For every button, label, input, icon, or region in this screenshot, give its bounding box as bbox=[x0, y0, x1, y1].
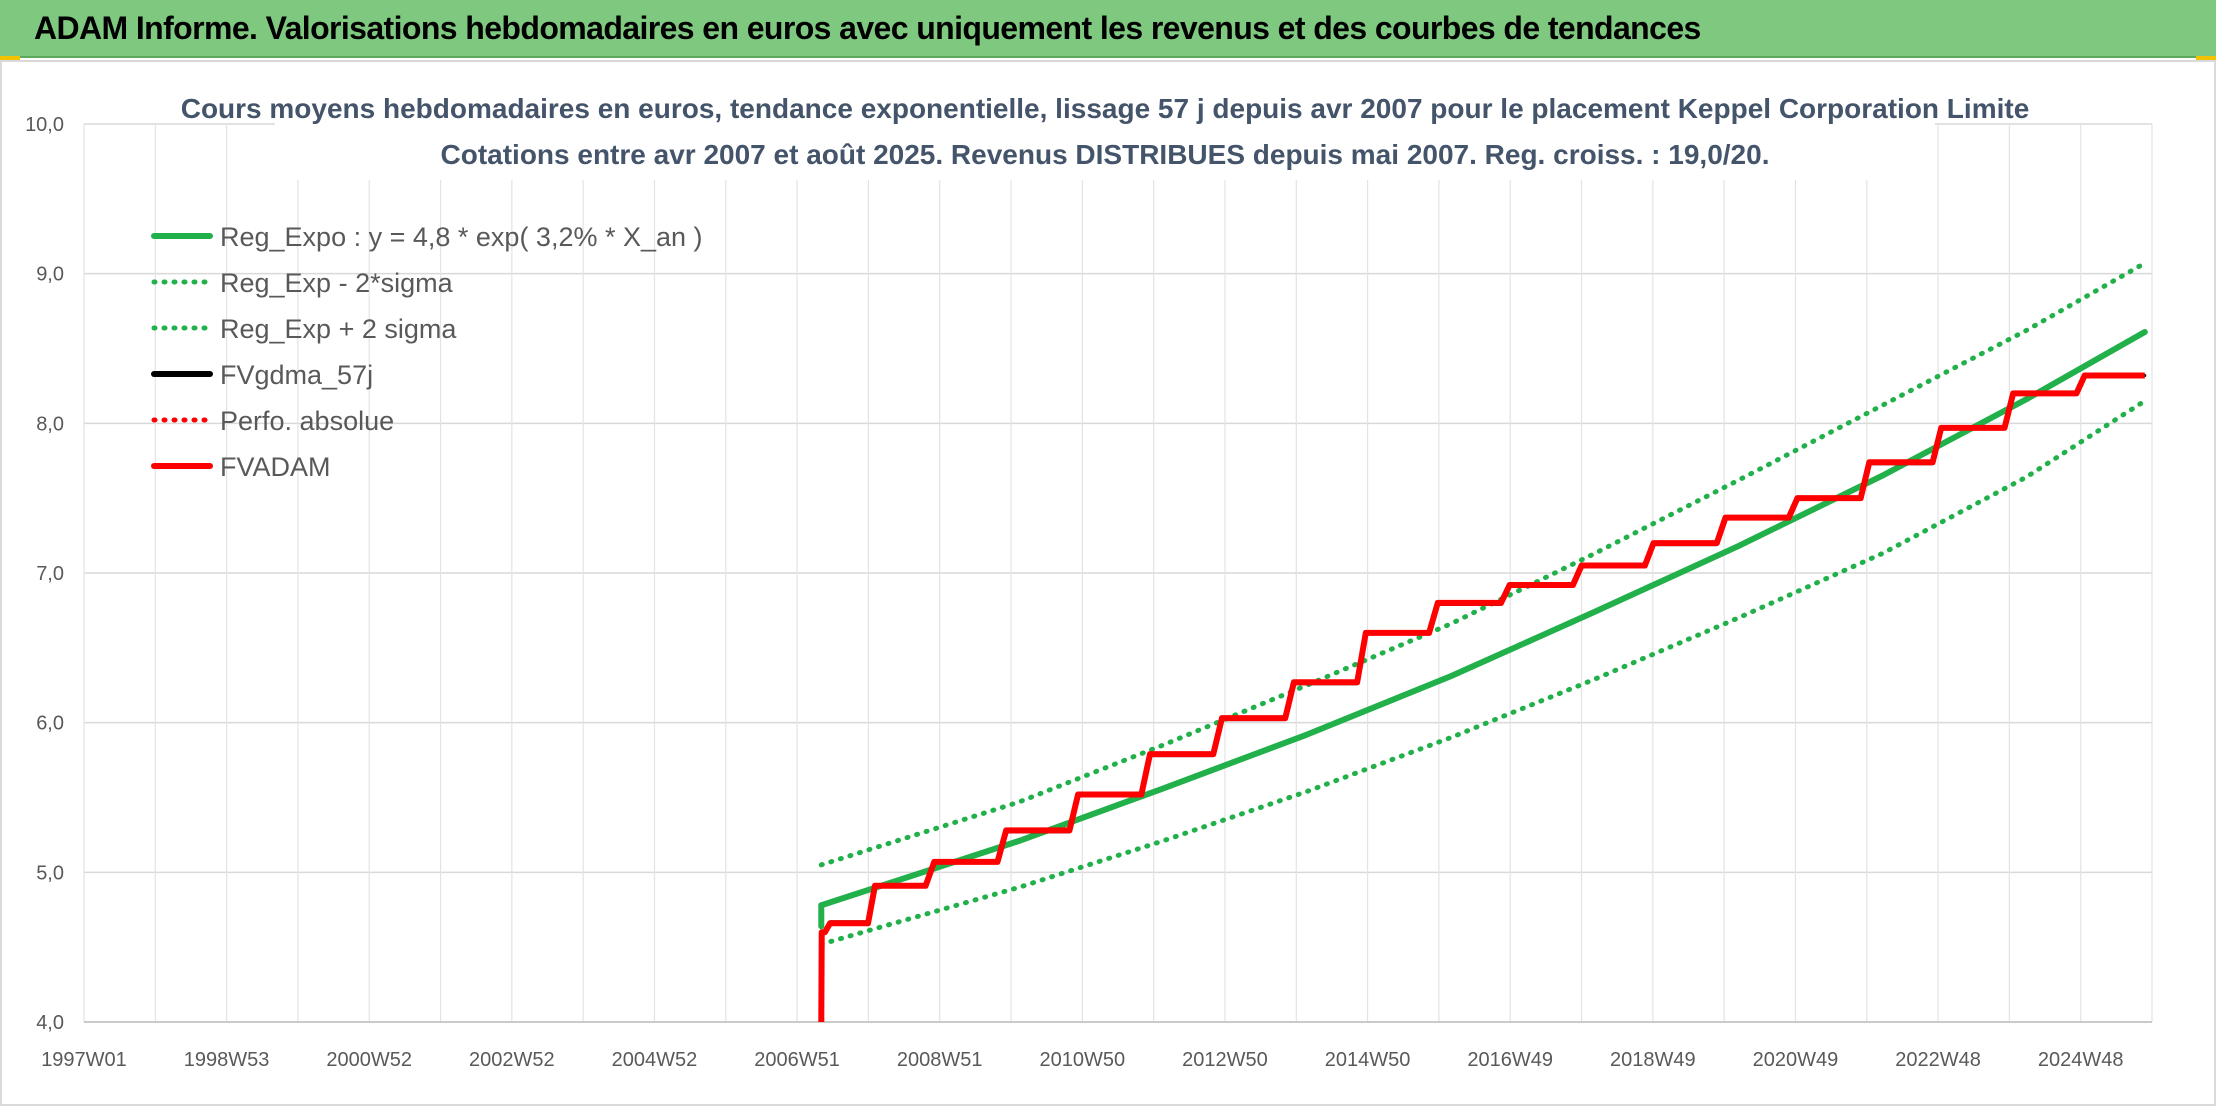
x-tick-label: 2024W48 bbox=[2038, 1049, 2124, 1071]
x-tick-label: 1997W01 bbox=[41, 1049, 127, 1071]
legend-label: Reg_Exp - 2*sigma bbox=[220, 268, 454, 298]
legend-label: FVADAM bbox=[220, 452, 331, 482]
legend-label: Reg_Expo : y = 4,8 * exp( 3,2% * X_an ) bbox=[220, 222, 703, 252]
series-line-5 bbox=[818, 372, 2145, 1023]
title-background bbox=[275, 86, 1935, 180]
y-tick-label: 6,0 bbox=[36, 713, 64, 735]
y-tick-label: 10,0 bbox=[25, 114, 64, 136]
chart-subtitle: Cotations entre avr 2007 et août 2025. R… bbox=[441, 139, 1770, 170]
x-tick-label: 2010W50 bbox=[1040, 1049, 1126, 1071]
x-tick-label: 2016W49 bbox=[1467, 1049, 1553, 1071]
legend-label: Reg_Exp + 2 sigma bbox=[220, 314, 457, 344]
legend-label: Perfo. absolue bbox=[220, 406, 394, 436]
corner-accent-left bbox=[0, 56, 20, 62]
x-tick-label: 1998W53 bbox=[184, 1049, 270, 1071]
x-tick-label: 2012W50 bbox=[1182, 1049, 1268, 1071]
x-tick-label: 2022W48 bbox=[1895, 1049, 1981, 1071]
legend-label: FVgdma_57j bbox=[220, 360, 373, 390]
y-tick-label: 7,0 bbox=[36, 563, 64, 585]
y-tick-label: 8,0 bbox=[36, 413, 64, 435]
x-tick-label: 2008W51 bbox=[897, 1049, 983, 1071]
x-tick-label: 2018W49 bbox=[1610, 1049, 1696, 1071]
chart-area bbox=[0, 60, 2216, 1106]
series-line-0 bbox=[818, 329, 2148, 930]
legend: Reg_Expo : y = 4,8 * exp( 3,2% * X_an ) R… bbox=[151, 222, 703, 482]
x-tick-label: 2002W52 bbox=[469, 1049, 555, 1071]
page-title: ADAM Informe. Valorisations hebdomadaire… bbox=[34, 10, 1701, 46]
grid-layer: 4,0 5,0 6,0 7,0 8,0 9,0 10,0 1997W01 1998W53 2000… bbox=[25, 114, 2153, 1071]
series-layer bbox=[818, 260, 2148, 1023]
series-line-1 bbox=[818, 398, 2148, 947]
x-tick-label: 2014W50 bbox=[1325, 1049, 1411, 1071]
series-line-2 bbox=[818, 260, 2148, 868]
y-tick-label: 5,0 bbox=[36, 862, 64, 884]
chart-title: Cours moyens hebdomadaires en euros, ten… bbox=[181, 93, 2030, 124]
x-tick-label: 2000W52 bbox=[326, 1049, 412, 1071]
header-banner: ADAM Informe. Valorisations hebdomadaire… bbox=[0, 0, 2216, 58]
series-line-3 bbox=[823, 373, 2147, 934]
x-tick-label: 2006W51 bbox=[754, 1049, 840, 1071]
y-tick-label: 9,0 bbox=[36, 264, 64, 286]
y-tick-label: 4,0 bbox=[36, 1012, 64, 1034]
corner-accent-right bbox=[2196, 56, 2216, 62]
x-tick-label: 2004W52 bbox=[612, 1049, 698, 1071]
x-tick-label: 2020W49 bbox=[1753, 1049, 1839, 1071]
